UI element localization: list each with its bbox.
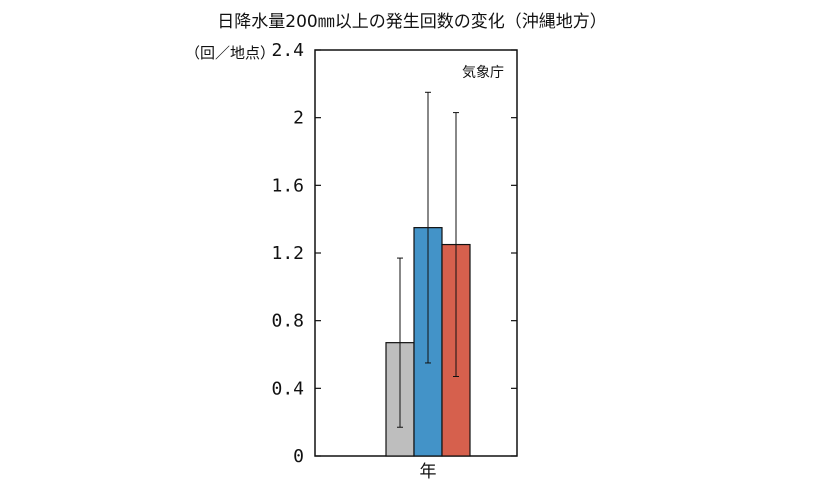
chart-title: 日降水量200㎜以上の発生回数の変化（沖縄地方）: [217, 12, 606, 32]
y-axis: 0 0.4 0.8 1.2 1.6 2 2.4: [271, 40, 517, 467]
y-tick-label: 0: [293, 446, 304, 467]
y-tick-label: 0.4: [271, 378, 304, 399]
source-label: 気象庁: [462, 65, 504, 81]
y-axis-unit-label: （回／地点）: [185, 44, 275, 62]
x-category-label: 年: [420, 462, 437, 482]
y-tick-label: 0.8: [271, 311, 304, 332]
y-tick-label: 2: [293, 108, 304, 129]
y-tick-label: 1.2: [271, 243, 304, 264]
error-bars: [397, 91, 459, 428]
y-tick-label: 2.4: [271, 40, 304, 61]
y-tick-label: 1.6: [271, 175, 304, 196]
